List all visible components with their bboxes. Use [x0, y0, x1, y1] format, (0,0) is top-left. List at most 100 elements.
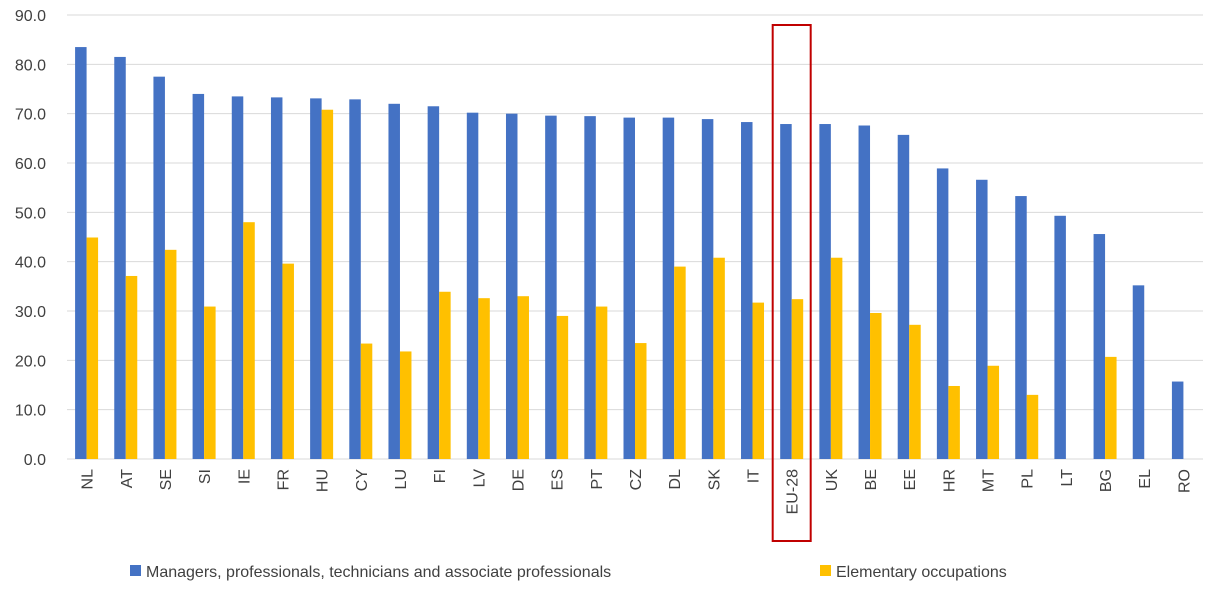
bar: [987, 365, 1000, 459]
bar: [741, 122, 753, 459]
y-tick-label: 60.0: [15, 156, 46, 173]
bar: [466, 112, 479, 460]
bar: [819, 124, 831, 459]
bar: [584, 116, 596, 459]
bar: [948, 385, 960, 459]
bar: [701, 119, 714, 460]
bar: [635, 343, 647, 459]
x-tick-label: MT: [981, 469, 998, 492]
y-tick-label: 10.0: [15, 403, 46, 420]
bar: [662, 117, 675, 459]
highlight-box: [771, 24, 812, 542]
x-tick-label: UK: [824, 469, 841, 492]
bar: [976, 179, 988, 460]
legend-swatch: [130, 565, 141, 576]
x-tick-label: RO: [1176, 469, 1193, 493]
bar: [517, 296, 529, 459]
x-tick-label: LT: [1059, 469, 1076, 487]
bar: [360, 343, 373, 459]
y-tick-label: 70.0: [15, 107, 46, 124]
bar: [936, 168, 949, 459]
legend-label: Managers, professionals, technicians and…: [146, 564, 611, 581]
bar: [125, 275, 138, 459]
bar: [909, 324, 921, 459]
bar: [858, 125, 871, 460]
legend-label: Elementary occupations: [836, 564, 1007, 581]
bar: [556, 315, 569, 459]
bar: [595, 306, 608, 459]
x-tick-label: PL: [1020, 469, 1037, 489]
y-tick-label: 0.0: [24, 452, 46, 469]
x-tick-label: NL: [80, 469, 97, 490]
x-tick-label: EE: [902, 469, 919, 490]
x-tick-label: LU: [393, 469, 410, 489]
x-tick-label: FI: [432, 469, 449, 483]
bar: [153, 76, 165, 460]
x-tick-label: SK: [706, 469, 723, 491]
bar: [713, 257, 725, 459]
x-tick-label: BE: [863, 469, 880, 490]
bar: [1054, 215, 1066, 459]
bar: [545, 115, 557, 459]
bar: [1015, 196, 1027, 459]
bar: [870, 312, 882, 459]
bar: [192, 93, 205, 459]
x-tick-label: LV: [471, 469, 488, 488]
y-tick-label: 20.0: [15, 353, 46, 370]
y-tick-label: 30.0: [15, 304, 46, 321]
x-tick-label: EL: [1137, 469, 1154, 489]
bar: [1171, 381, 1184, 459]
x-tick-label: BG: [1098, 469, 1115, 492]
x-tick-label: FR: [275, 469, 292, 490]
bar: [780, 124, 792, 459]
bar: [349, 99, 361, 460]
x-tick-label: EU-28: [785, 469, 802, 514]
x-tick-label: CY: [354, 469, 371, 492]
legend-swatch: [820, 565, 831, 576]
bar: [752, 302, 765, 459]
bar: [399, 351, 412, 459]
y-tick-label: 40.0: [15, 255, 46, 272]
bar: [388, 103, 400, 460]
bar: [243, 222, 255, 459]
bar: [478, 298, 490, 459]
bar: [270, 97, 283, 460]
x-tick-label: HR: [941, 469, 958, 492]
bar: [321, 109, 334, 459]
x-tick-label: HU: [315, 469, 332, 492]
bar: [204, 306, 216, 459]
bar: [86, 237, 99, 459]
bar: [1105, 356, 1117, 459]
bar: [164, 249, 177, 459]
x-tick-label: PT: [589, 469, 606, 490]
bar: [791, 299, 804, 459]
x-tick-label: SI: [197, 469, 214, 484]
x-tick-label: ES: [550, 469, 567, 490]
bar: [282, 263, 294, 459]
x-tick-label: IT: [746, 469, 763, 483]
bar: [505, 113, 518, 460]
y-tick-label: 80.0: [15, 57, 46, 74]
bar: [623, 117, 635, 459]
bar: [830, 257, 843, 459]
y-tick-label: 50.0: [15, 205, 46, 222]
bar: [310, 98, 322, 459]
bar: [674, 266, 686, 459]
x-tick-label: SE: [158, 469, 175, 490]
bar: [427, 106, 440, 460]
bar: [75, 47, 87, 460]
x-tick-label: CZ: [628, 469, 645, 491]
y-tick-label: 90.0: [15, 8, 46, 25]
bar: [897, 134, 910, 459]
bar: [439, 291, 451, 459]
x-tick-label: DE: [510, 469, 527, 491]
x-tick-label: IE: [236, 469, 253, 484]
bar: [1093, 234, 1106, 459]
bar: [1132, 285, 1145, 459]
bar: [1026, 394, 1039, 459]
x-tick-label: DL: [667, 469, 684, 490]
bar: [231, 96, 244, 460]
x-tick-label: AT: [119, 469, 136, 488]
bar: [114, 56, 126, 459]
